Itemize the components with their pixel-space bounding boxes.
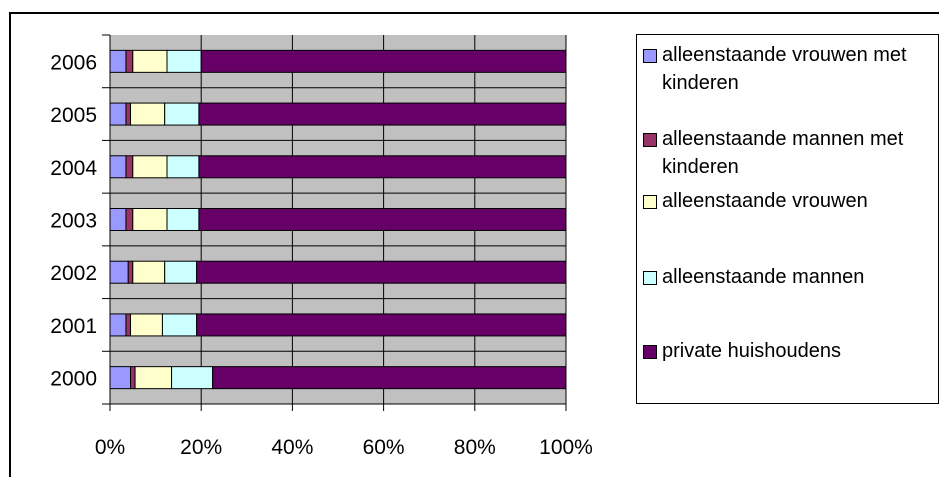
- legend-item: alleenstaande mannen: [643, 263, 932, 291]
- legend-item: private huishoudens: [643, 337, 932, 365]
- bar-segment: [132, 155, 168, 179]
- legend-swatch: [643, 345, 657, 359]
- bar-segment: [166, 155, 200, 179]
- legend-swatch: [643, 133, 657, 147]
- axes: [102, 34, 567, 411]
- legend-label: private huishoudens: [662, 340, 842, 362]
- bar-segment: [200, 49, 567, 73]
- legend-item: alleenstaande mannen met kinderen: [643, 125, 932, 181]
- bar-segment: [125, 155, 134, 179]
- bar-segment: [164, 102, 200, 126]
- bar-segment: [196, 260, 567, 284]
- bar-segment: [109, 313, 127, 337]
- bar-segment: [196, 313, 567, 337]
- x-tick-labels: 0% 20% 40% 60% 80% 100%: [95, 436, 593, 459]
- bar-segment: [161, 313, 198, 337]
- bar-segment: [109, 102, 127, 126]
- legend-swatch: [643, 271, 657, 285]
- y-tick-label: 2000: [50, 368, 97, 391]
- bar-segment: [171, 366, 214, 390]
- y-tick-label: 2002: [50, 262, 97, 285]
- bar-segment: [212, 366, 567, 390]
- y-tick-label: 2005: [50, 104, 97, 127]
- bar-segment: [132, 49, 168, 73]
- y-tick-labels: 2006 2005 2004 2003 2002 2001 2000: [50, 51, 97, 390]
- bar-segment: [130, 366, 136, 390]
- bar-segment: [125, 208, 134, 231]
- y-tick-label: 2001: [50, 315, 97, 338]
- legend-label: alleenstaande vrouwen: [662, 190, 868, 212]
- bar-segment: [166, 208, 200, 231]
- legend-item: alleenstaande vrouwen met kinderen: [643, 41, 932, 97]
- bar-segment: [125, 102, 132, 126]
- bar-segment: [109, 155, 127, 179]
- bar-segment: [166, 49, 202, 73]
- bar-segment: [109, 366, 132, 390]
- bar-segment: [198, 155, 567, 179]
- bar-segment: [132, 260, 166, 284]
- y-tick-label: 2003: [50, 210, 97, 233]
- legend: alleenstaande vrouwen met kinderen allee…: [636, 34, 939, 404]
- y-tick-label: 2004: [50, 157, 97, 180]
- legend-item: alleenstaande vrouwen: [643, 187, 932, 215]
- x-tick-label: 0%: [95, 436, 125, 459]
- bar-segment: [132, 208, 168, 231]
- x-tick-label: 20%: [180, 436, 222, 459]
- bar-segment: [134, 366, 173, 390]
- y-tick-label: 2006: [50, 51, 97, 74]
- x-tick-label: 100%: [539, 436, 593, 459]
- bar-segment: [125, 49, 134, 73]
- bar-segment: [125, 313, 132, 337]
- bar-segment: [164, 260, 198, 284]
- bar-segment: [130, 102, 166, 126]
- bar-segment: [109, 260, 129, 284]
- bar-segment: [198, 208, 567, 231]
- bar-segment: [198, 102, 567, 126]
- legend-swatch: [643, 195, 657, 209]
- bar-segment: [130, 313, 163, 337]
- bar-segment: [127, 260, 134, 284]
- x-tick-label: 60%: [363, 436, 405, 459]
- legend-label: alleenstaande mannen met kinderen: [662, 128, 904, 178]
- bar-segment: [109, 208, 127, 231]
- legend-swatch: [643, 49, 657, 63]
- x-tick-label: 40%: [271, 436, 313, 459]
- legend-label: alleenstaande mannen: [662, 266, 865, 288]
- legend-label: alleenstaande vrouwen met kinderen: [662, 44, 907, 94]
- bars: [109, 49, 567, 390]
- bar-segment: [109, 49, 127, 73]
- x-tick-label: 80%: [454, 436, 496, 459]
